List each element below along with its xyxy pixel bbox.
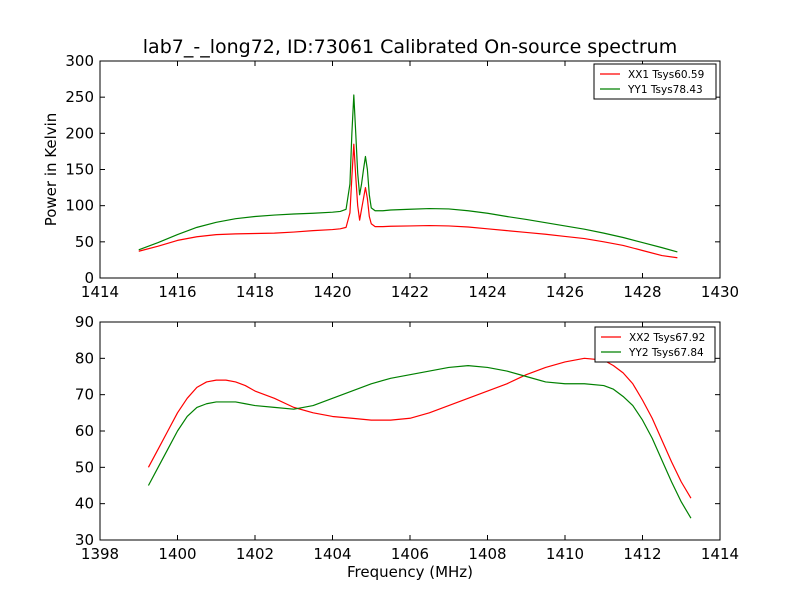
y-tick-label-1-3: 60: [75, 422, 94, 440]
legend-entry-1-1: YY2 Tsys67.84: [628, 347, 704, 359]
legend-box-0: [593, 63, 717, 100]
x-tick-label-0-0: 1414: [81, 283, 119, 301]
legend-entry-0-0: XX1 Tsys60.59: [628, 69, 704, 81]
y-tick-label-0-2: 100: [65, 197, 94, 215]
y-tick-label-0-0: 0: [84, 269, 94, 287]
y-tick-label-1-1: 40: [75, 495, 94, 513]
x-tick-label-1-0: 1398: [81, 545, 119, 563]
x-tick-label-1-5: 1408: [468, 545, 506, 563]
y-tick-label-0-6: 300: [65, 52, 94, 70]
series-line-0-0: [138, 143, 678, 259]
x-tick-label-1-4: 1406: [391, 545, 429, 563]
x-tick-label-1-7: 1412: [623, 545, 661, 563]
x-tick-label-1-6: 1410: [546, 545, 584, 563]
y-tick-label-0-4: 200: [65, 124, 94, 142]
legend-1: XX2 Tsys67.92 YY2 Tsys67.84: [594, 326, 716, 363]
top-panel: 1414 1416 1418 1420 1422 1424 1426 1428 1430 0 50 1…: [42, 52, 739, 301]
legend-box-1: [594, 326, 716, 363]
y-axis-label-0: Power in Kelvin: [42, 113, 60, 227]
x-tick-label-0-6: 1426: [546, 283, 584, 301]
y-tick-label-0-3: 150: [65, 161, 94, 179]
x-tick-label-1-3: 1404: [313, 545, 351, 563]
y-tick-label-1-5: 80: [75, 349, 94, 367]
y-tick-label-1-6: 90: [75, 313, 94, 331]
y-tick-label-1-2: 50: [75, 458, 94, 476]
series-line-0-1: [138, 94, 678, 253]
series-line-1-1: [147, 365, 692, 519]
x-tick-label-0-5: 1424: [468, 283, 506, 301]
bottom-panel: 1398 1400 1402 1404 1406 1408 1410 1412 1414 30 40…: [75, 313, 739, 581]
y-tick-label-1-0: 30: [75, 531, 94, 549]
x-tick-label-0-3: 1420: [313, 283, 351, 301]
legend-0: XX1 Tsys60.59 YY1 Tsys78.43: [593, 63, 717, 100]
x-tick-label-1-8: 1414: [701, 545, 739, 563]
legend-entry-0-1: YY1 Tsys78.43: [627, 84, 703, 96]
x-tick-label-0-4: 1422: [391, 283, 429, 301]
x-tick-label-0-1: 1416: [158, 283, 196, 301]
x-tick-label-1-1: 1400: [158, 545, 196, 563]
x-tick-label-0-8: 1430: [701, 283, 739, 301]
x-axis-label-1: Frequency (MHz): [347, 563, 473, 581]
x-tick-label-0-2: 1418: [236, 283, 274, 301]
y-tick-label-1-4: 70: [75, 386, 94, 404]
series-line-1-0: [147, 357, 692, 499]
x-tick-label-1-2: 1402: [236, 545, 274, 563]
y-tick-label-0-5: 250: [65, 88, 94, 106]
x-tick-label-0-7: 1428: [623, 283, 661, 301]
legend-entry-1-0: XX2 Tsys67.92: [629, 332, 705, 344]
figure-title: lab7_-_long72, ID:73061 Calibrated On-so…: [143, 36, 677, 58]
y-tick-label-0-1: 50: [75, 233, 94, 251]
